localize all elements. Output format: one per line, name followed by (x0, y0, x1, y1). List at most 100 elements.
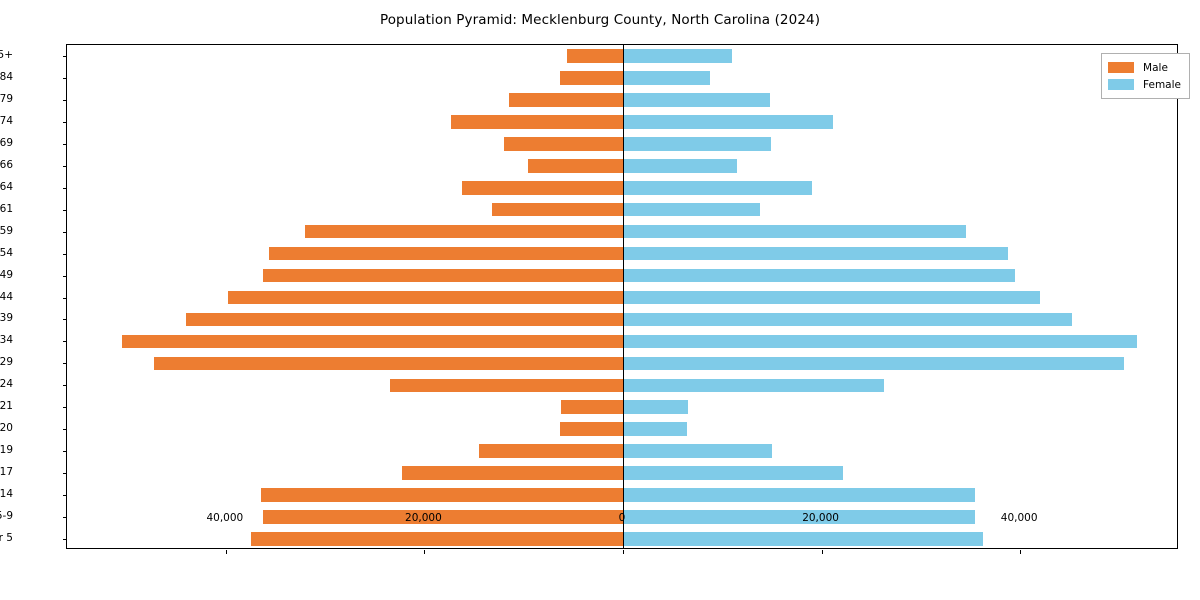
pyramid-row (67, 422, 1177, 437)
x-tick (424, 550, 426, 554)
x-axis-label: 20,000 (405, 512, 442, 524)
bar-female (623, 356, 1125, 371)
bar-male (462, 180, 623, 195)
pyramid-row (67, 334, 1177, 349)
x-axis-label: 0 (618, 512, 626, 524)
bar-male (508, 93, 623, 107)
bar-male (527, 158, 623, 173)
legend-item[interactable]: Male (1108, 59, 1181, 76)
pyramid-row (67, 356, 1177, 371)
y-tick (62, 99, 67, 101)
pyramid-row (67, 400, 1177, 415)
bar-female (623, 136, 771, 151)
bar-female (623, 246, 1009, 261)
pyramid-row (67, 49, 1177, 63)
y-axis-label: 5-9 (0, 510, 13, 523)
y-axis-label: 70-74 (0, 114, 13, 127)
bar-female (623, 49, 732, 63)
pyramid-row (67, 510, 1177, 524)
y-tick (62, 319, 67, 321)
bar-male (186, 312, 623, 327)
y-axis-label: 20 (0, 422, 13, 435)
y-axis-label: 62-64 (0, 180, 13, 193)
bar-male (262, 510, 623, 524)
pyramid-row (67, 268, 1177, 283)
y-tick (62, 385, 67, 387)
bar-female (623, 378, 885, 393)
y-axis-label: 45-49 (0, 268, 13, 281)
bar-female (623, 466, 844, 480)
pyramid-row (67, 246, 1177, 261)
y-tick (62, 55, 67, 57)
legend-label: Male (1143, 61, 1168, 74)
y-axis-label: 21 (0, 400, 13, 413)
pyramid-row (67, 378, 1177, 393)
y-tick (62, 209, 67, 211)
zero-axis-line (623, 45, 625, 548)
bar-female (623, 532, 984, 546)
y-tick (62, 495, 67, 497)
y-tick (62, 143, 67, 145)
bar-female (623, 224, 966, 239)
bar-female (623, 422, 687, 437)
bar-male (451, 115, 623, 129)
y-axis-label: 50-54 (0, 246, 13, 259)
y-axis-label: 15-17 (0, 466, 13, 479)
pyramid-row (67, 532, 1177, 546)
x-axis-label: 20,000 (802, 512, 839, 524)
pyramid-row (67, 93, 1177, 107)
legend-swatch-icon (1108, 62, 1135, 73)
pyramid-row (67, 224, 1177, 239)
bar-female (623, 290, 1040, 305)
y-axis-label: 35-39 (0, 312, 13, 325)
pyramid-row (67, 71, 1177, 85)
y-tick (62, 539, 67, 541)
y-tick (62, 275, 67, 277)
x-tick (821, 550, 823, 554)
y-axis-label: 55-59 (0, 224, 13, 237)
y-tick (62, 517, 67, 519)
bar-male (154, 356, 623, 371)
y-tick (62, 77, 67, 79)
pyramid-row (67, 290, 1177, 305)
bar-male (479, 444, 623, 458)
pyramid-row (67, 202, 1177, 217)
y-tick (62, 231, 67, 233)
x-axis-label: 40,000 (206, 512, 244, 524)
bar-female (623, 115, 834, 129)
bar-male (566, 49, 623, 63)
y-axis-label: 22-24 (0, 378, 13, 391)
bar-male (401, 466, 623, 480)
pyramid-row (67, 312, 1177, 327)
bar-female (623, 400, 688, 415)
bar-male (560, 422, 623, 437)
y-tick (62, 121, 67, 123)
bar-male (268, 246, 623, 261)
y-axis-label: 10-14 (0, 488, 13, 501)
y-tick (62, 297, 67, 299)
bar-female (623, 93, 770, 107)
x-tick (623, 550, 624, 554)
y-tick (62, 341, 67, 343)
bar-female (623, 444, 772, 458)
y-axis-label: 80-84 (0, 70, 13, 83)
bar-male (121, 334, 623, 349)
bar-female (623, 334, 1138, 349)
y-axis-label: 75-79 (0, 92, 13, 105)
y-axis-label: 30-34 (0, 334, 13, 347)
y-tick (62, 407, 67, 409)
y-axis-label: 60-61 (0, 202, 13, 215)
bar-female (623, 312, 1072, 327)
pyramid-row (67, 466, 1177, 480)
y-tick (62, 473, 67, 475)
y-tick (62, 363, 67, 365)
y-tick (62, 253, 67, 255)
y-axis-label: 65-66 (0, 158, 13, 171)
bar-female (623, 180, 812, 195)
bar-male (262, 268, 623, 283)
legend-item[interactable]: Female (1108, 76, 1181, 93)
pyramid-row (67, 115, 1177, 129)
chart-title: Population Pyramid: Mecklenburg County, … (379, 12, 821, 28)
bar-male (560, 71, 623, 85)
